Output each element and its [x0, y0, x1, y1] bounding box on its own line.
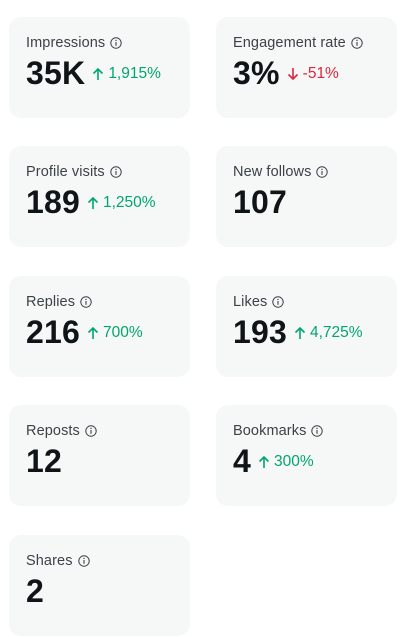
- metric-label: New follows: [233, 164, 312, 180]
- metric-label: Bookmarks: [233, 423, 307, 439]
- metric-card-bookmarks: Bookmarks 4 300%: [216, 405, 397, 506]
- metric-value: 2: [26, 573, 44, 609]
- metric-label: Likes: [233, 294, 268, 310]
- metric-value: 193: [233, 314, 287, 350]
- metric-card-new-follows: New follows 107: [216, 146, 397, 247]
- metric-value: 107: [233, 184, 287, 220]
- metric-label: Replies: [26, 294, 76, 310]
- metric-delta: 700%: [87, 324, 143, 342]
- arrow-down-icon: [287, 67, 299, 81]
- metric-delta-value: 1,915%: [108, 65, 161, 82]
- info-icon[interactable]: [77, 555, 90, 567]
- metric-card-impressions: Impressions 35K 1,915%: [9, 17, 190, 118]
- metric-label: Engagement rate: [233, 35, 346, 51]
- metric-delta-value: 4,725%: [310, 324, 363, 341]
- arrow-up-icon: [87, 196, 99, 210]
- arrow-up-icon: [258, 455, 270, 469]
- metric-delta: -51%: [287, 65, 339, 83]
- metric-label: Impressions: [26, 35, 106, 51]
- info-icon[interactable]: [272, 296, 285, 308]
- metric-value: 189: [26, 184, 80, 220]
- info-icon[interactable]: [311, 425, 324, 437]
- metric-delta: 1,250%: [87, 194, 156, 212]
- info-icon[interactable]: [316, 166, 329, 178]
- metric-delta-value: 300%: [274, 453, 314, 470]
- metric-delta: 300%: [258, 453, 314, 471]
- metric-value: 3%: [233, 55, 280, 91]
- metric-card-likes: Likes 193 4,725%: [216, 276, 397, 377]
- arrow-up-icon: [92, 67, 104, 81]
- metric-delta-value: 1,250%: [103, 194, 156, 211]
- metric-value: 4: [233, 443, 251, 479]
- metric-delta-value: -51%: [302, 65, 339, 82]
- metric-delta: 1,915%: [92, 65, 161, 83]
- info-icon[interactable]: [351, 37, 363, 49]
- info-icon[interactable]: [80, 296, 92, 308]
- metric-card-replies: Replies 216 700%: [9, 276, 190, 377]
- metric-label: Reposts: [26, 423, 80, 439]
- metric-card-shares: Shares 2: [9, 535, 190, 636]
- metric-value: 216: [26, 314, 80, 350]
- metric-delta: 4,725%: [294, 324, 363, 342]
- metric-card-profile-visits: Profile visits 189 1,250%: [9, 146, 190, 247]
- metric-card-engagement-rate: Engagement rate 3% -51%: [216, 17, 397, 118]
- metric-label: Profile visits: [26, 164, 105, 180]
- metric-delta-value: 700%: [103, 324, 143, 341]
- arrow-up-icon: [294, 326, 306, 340]
- metric-label: Shares: [26, 553, 73, 569]
- info-icon[interactable]: [110, 37, 122, 49]
- info-icon[interactable]: [85, 425, 97, 437]
- info-icon[interactable]: [110, 166, 122, 178]
- arrow-up-icon: [87, 326, 99, 340]
- metric-value: 12: [26, 443, 62, 479]
- metric-card-reposts: Reposts 12: [9, 405, 190, 506]
- metric-value: 35K: [26, 55, 86, 91]
